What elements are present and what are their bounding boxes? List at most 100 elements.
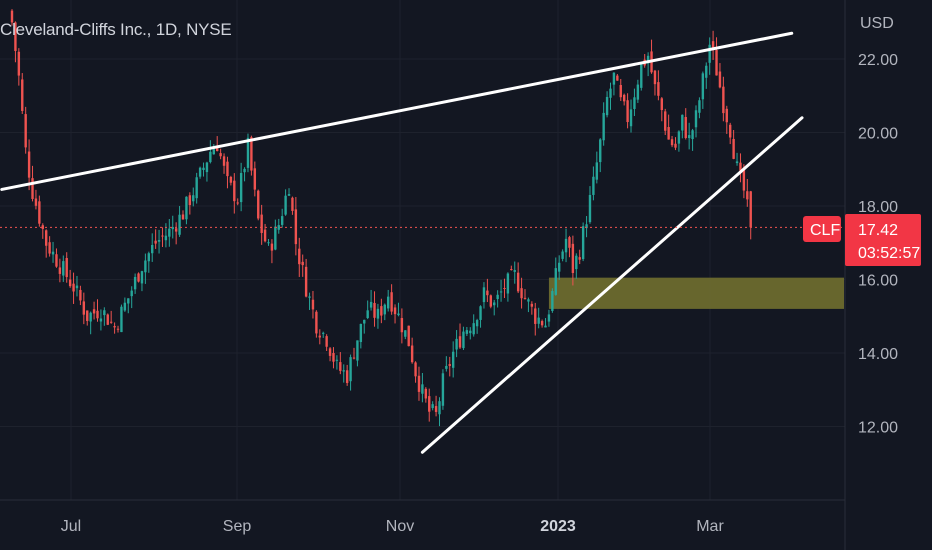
candle-body: [599, 139, 602, 163]
candle-body: [144, 260, 147, 273]
candle-body: [698, 100, 701, 113]
candle-body: [431, 404, 434, 409]
candle-body: [664, 111, 667, 131]
candle-body: [708, 44, 711, 63]
candle-body: [486, 290, 489, 296]
candle-body: [516, 272, 520, 292]
candle-body: [499, 291, 503, 293]
candle-body: [376, 308, 380, 319]
price-axis[interactable]: 22.00 20.00 18.00 16.00 14.00 12.00: [858, 52, 898, 437]
candle-body: [428, 396, 431, 412]
candle-body: [345, 370, 349, 383]
candle-body: [356, 340, 359, 361]
candle-body: [414, 362, 417, 377]
candle-body: [749, 191, 752, 228]
candle-body: [198, 167, 202, 177]
candle-body: [732, 138, 735, 159]
candle-body: [82, 301, 86, 315]
candle-body: [684, 117, 687, 138]
candle-body: [746, 191, 749, 200]
candle-body: [489, 295, 492, 307]
candle-body: [390, 292, 393, 312]
candle-body: [311, 299, 315, 310]
support-zone[interactable]: [548, 277, 844, 309]
candle-body: [298, 248, 301, 265]
candle-body: [174, 228, 178, 232]
candle-body: [195, 177, 198, 199]
candle-body: [729, 124, 732, 138]
candle-body: [540, 321, 544, 326]
candle-body: [147, 253, 150, 262]
candle-body: [209, 151, 212, 163]
candle-body: [267, 242, 270, 244]
candle-body: [328, 348, 332, 356]
candle-body: [705, 65, 708, 78]
price-tick-label: 18.00: [858, 199, 898, 216]
candle-body: [109, 321, 113, 323]
zone-rect[interactable]: [548, 277, 844, 309]
candle-body: [34, 198, 38, 206]
candle-body: [674, 143, 677, 148]
candle-body: [445, 365, 448, 369]
trendlines[interactable]: [0, 31, 804, 454]
candle-body: [455, 338, 458, 350]
candle-body: [448, 364, 451, 366]
candle-body: [465, 330, 469, 334]
candle-body: [571, 243, 575, 274]
time-tick-label: Sep: [223, 518, 252, 535]
candle-body: [332, 353, 335, 362]
candle-body: [219, 153, 222, 157]
candle-body: [421, 384, 424, 394]
candle-body: [287, 194, 291, 196]
candle-body: [246, 137, 250, 168]
candle-body: [41, 225, 44, 229]
candle-body: [523, 297, 527, 299]
time-tick-label: Jul: [61, 518, 81, 535]
candle-body: [578, 257, 581, 260]
candle-body: [407, 325, 410, 347]
candle-body: [725, 108, 728, 123]
candle-body: [270, 243, 274, 251]
candle-body: [103, 310, 106, 316]
candle-body: [530, 303, 534, 307]
price-tick-label: 14.00: [858, 346, 898, 363]
candle-body: [113, 326, 116, 328]
candle-body: [137, 273, 140, 282]
candle-body: [609, 88, 612, 98]
candle-body: [503, 288, 506, 290]
candle-body: [304, 266, 308, 297]
time-axis[interactable]: Jul Sep Nov 2023 Mar: [61, 518, 725, 535]
candle-body: [55, 254, 58, 267]
last-price-value: 17.42: [858, 222, 898, 239]
candle-body: [462, 331, 465, 349]
candle-body: [588, 194, 592, 223]
candle-body: [479, 306, 482, 320]
trendline-support[interactable]: [420, 116, 804, 454]
candle-body: [72, 283, 75, 292]
candle-body: [510, 269, 513, 271]
candle-body: [257, 190, 260, 219]
candle-body: [387, 296, 390, 309]
currency-label: USD: [860, 15, 894, 32]
candle-body: [62, 261, 65, 276]
candle-body: [243, 168, 246, 173]
candle-body: [301, 261, 304, 266]
candle-body: [424, 388, 428, 399]
candle-body: [222, 156, 226, 166]
candle-body: [86, 310, 89, 321]
candle-body: [410, 345, 414, 363]
candle-body: [96, 310, 99, 319]
candle-body: [21, 79, 24, 111]
candle-body: [188, 195, 192, 206]
candle-body: [123, 302, 127, 311]
trendline-resistance[interactable]: [0, 31, 794, 191]
candle-body: [595, 162, 599, 180]
candle-body: [284, 195, 287, 215]
candle-body: [718, 71, 722, 88]
candle-body: [670, 139, 674, 146]
candle-body: [667, 127, 670, 140]
candle-body: [318, 335, 321, 338]
candle-body: [14, 22, 17, 51]
candle-body: [735, 161, 739, 164]
